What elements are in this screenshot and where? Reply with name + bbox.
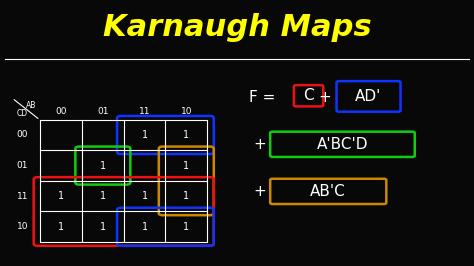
Text: A'BC'D: A'BC'D xyxy=(317,137,368,152)
Text: 1: 1 xyxy=(58,191,64,201)
Text: 1: 1 xyxy=(183,130,189,140)
Text: 10: 10 xyxy=(17,222,28,231)
Text: 1: 1 xyxy=(142,191,147,201)
Text: 1: 1 xyxy=(183,222,189,232)
Text: CD: CD xyxy=(17,109,27,118)
Text: AD': AD' xyxy=(356,89,382,104)
Text: 01: 01 xyxy=(17,161,28,170)
Text: 1: 1 xyxy=(183,191,189,201)
Text: 01: 01 xyxy=(97,107,109,116)
Text: 1: 1 xyxy=(142,222,147,232)
Text: 00: 00 xyxy=(17,131,28,139)
Text: 11: 11 xyxy=(17,192,28,201)
Text: 00: 00 xyxy=(55,107,67,116)
Text: Karnaugh Maps: Karnaugh Maps xyxy=(103,13,371,43)
Text: F =: F = xyxy=(249,90,275,105)
Text: 1: 1 xyxy=(100,191,106,201)
Text: 1: 1 xyxy=(183,161,189,171)
Text: 1: 1 xyxy=(58,222,64,232)
Text: +: + xyxy=(254,138,266,152)
Text: 10: 10 xyxy=(181,107,192,116)
Text: 1: 1 xyxy=(100,222,106,232)
Text: 1: 1 xyxy=(142,130,147,140)
Text: 11: 11 xyxy=(139,107,150,116)
Text: AB: AB xyxy=(26,101,36,110)
Text: +: + xyxy=(319,90,331,105)
Text: C: C xyxy=(303,88,314,103)
Text: AB'C: AB'C xyxy=(310,184,346,199)
Text: 1: 1 xyxy=(100,161,106,171)
Text: +: + xyxy=(254,184,266,199)
